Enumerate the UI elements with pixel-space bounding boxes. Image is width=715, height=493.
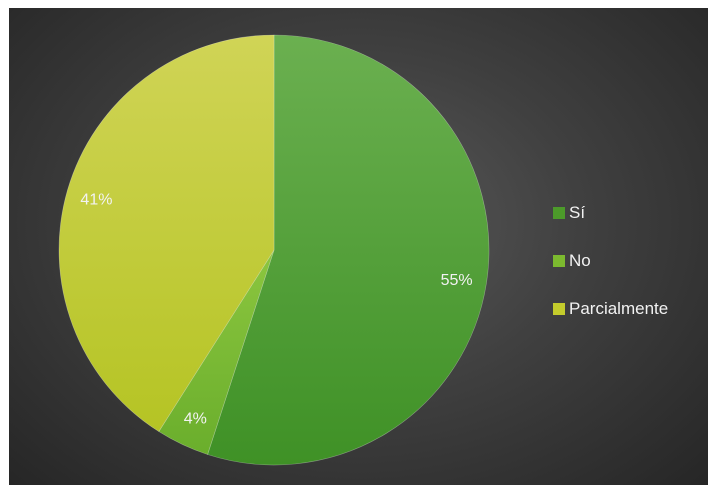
pie-slice-si xyxy=(207,34,490,466)
legend-swatch-parcialmente xyxy=(553,303,565,315)
legend-label-si: Sí xyxy=(569,203,586,222)
legend-swatch-no xyxy=(553,255,565,267)
chart-area: 55% 4% 41% Sí No Parcialmente xyxy=(9,8,708,485)
legend-swatch-si xyxy=(553,207,565,219)
pie-slice-parcialmente xyxy=(58,34,275,432)
pie-slice-no xyxy=(158,249,275,455)
legend-item-parcialmente: Parcialmente xyxy=(553,296,668,322)
legend-label-no: No xyxy=(569,251,591,270)
data-label-parcialmente: 41% xyxy=(80,191,112,208)
legend: Sí No Parcialmente xyxy=(553,200,668,344)
legend-item-si: Sí xyxy=(553,200,668,226)
pie-data-labels: 55% 4% 41% xyxy=(80,191,472,427)
pie-slices xyxy=(58,34,490,466)
pie-chart: 55% 4% 41% xyxy=(58,34,490,466)
legend-label-parcialmente: Parcialmente xyxy=(569,299,669,318)
legend-item-no: No xyxy=(553,248,668,274)
data-label-no: 4% xyxy=(184,410,207,427)
data-label-si: 55% xyxy=(441,272,473,289)
